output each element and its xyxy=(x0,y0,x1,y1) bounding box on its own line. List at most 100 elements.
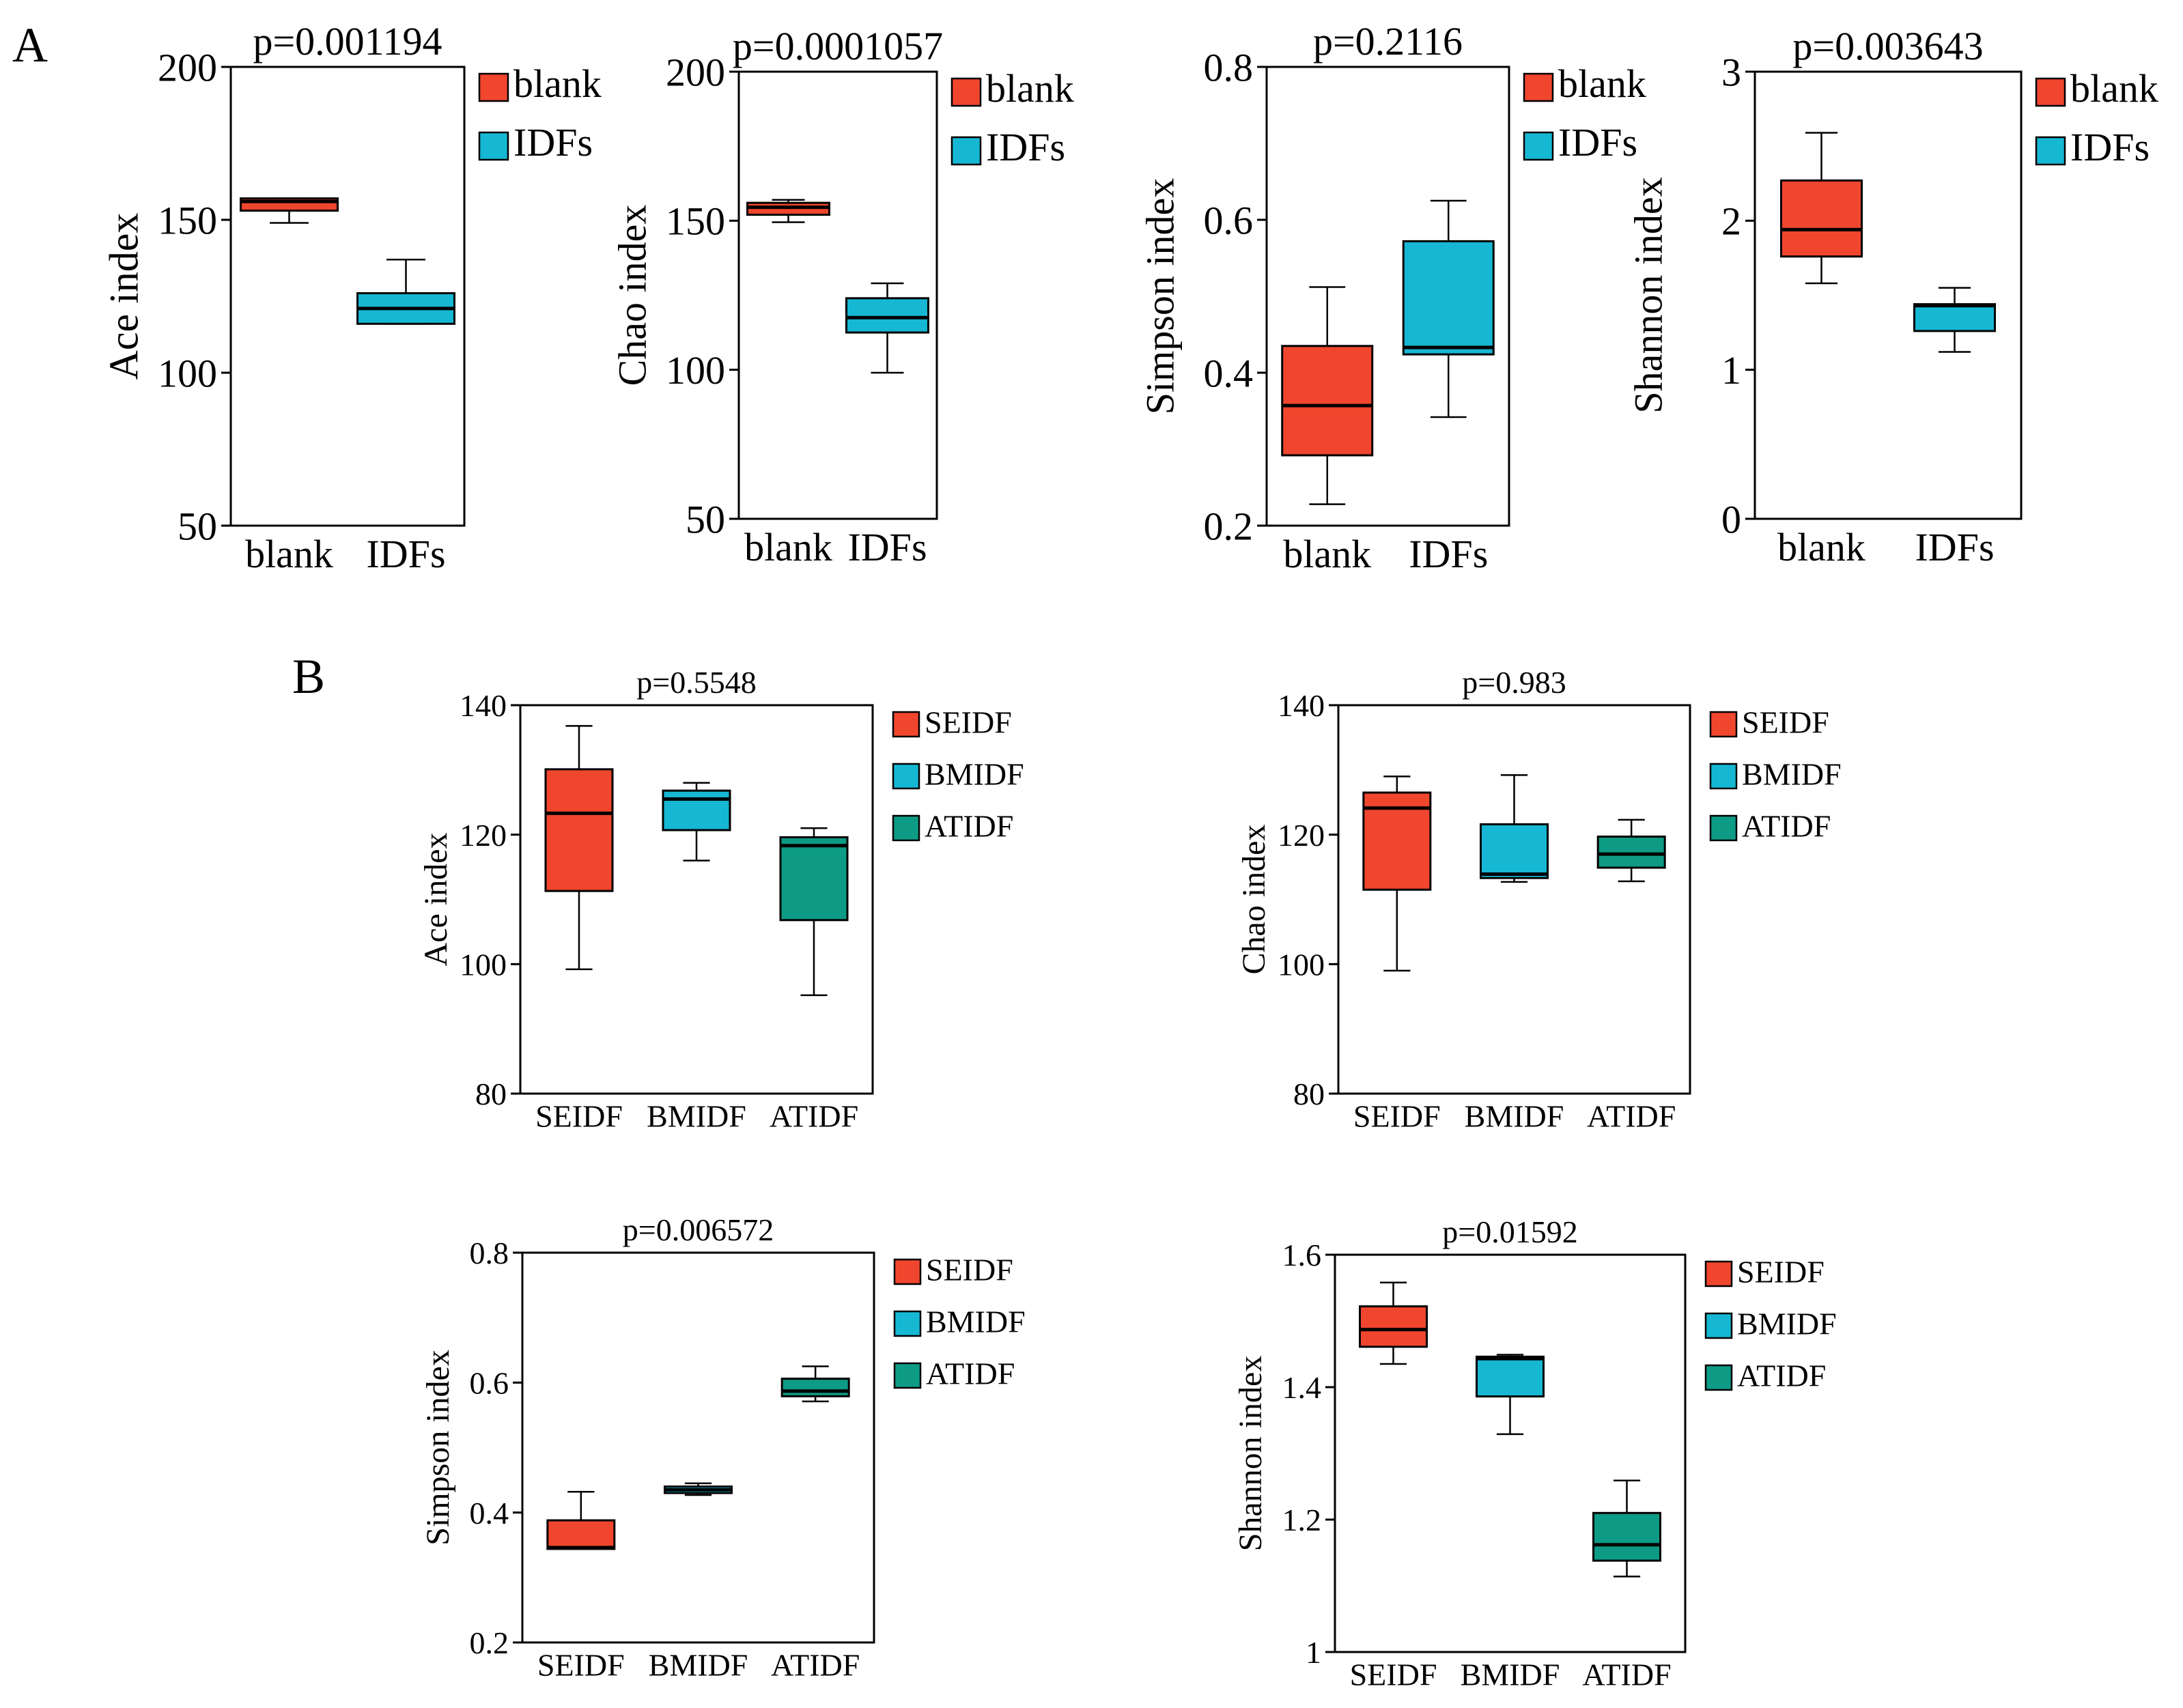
y-tick-label: 50 xyxy=(178,504,217,548)
x-tick-label: ATIDF xyxy=(1582,1657,1671,1692)
panel-label-b: B xyxy=(292,649,325,704)
box-SEIDF xyxy=(1359,1305,1428,1348)
chart-title: p=0.2116 xyxy=(1313,19,1463,63)
y-axis-label: Simpson index xyxy=(1138,178,1183,414)
legend-swatch-blank xyxy=(478,72,509,102)
chart-3: p=0.003643 0 1 2 3 Shannon index blank IDFs blan… xyxy=(1626,24,2158,569)
box-ATIDF xyxy=(1592,1511,1661,1562)
y-tick-label: 0.8 xyxy=(1204,45,1254,89)
plot-frame xyxy=(519,704,874,1095)
plot-frame xyxy=(1265,66,1510,527)
x-tick-label: BMIDF xyxy=(1465,1098,1564,1133)
y-axis-label: Ace index xyxy=(418,833,454,967)
x-tick-label: SEIDF xyxy=(537,1647,625,1682)
legend-label: ATIDF xyxy=(1742,809,1831,844)
y-tick-label: 100 xyxy=(158,351,217,395)
legend-label: blank xyxy=(1558,61,1646,106)
y-axis-label: Shannon index xyxy=(1233,1356,1269,1552)
x-tick-label: blank xyxy=(245,532,333,576)
plot-frame xyxy=(229,66,466,527)
chart-title: p=0.01592 xyxy=(1442,1214,1577,1249)
legend-label: IDFs xyxy=(986,125,1065,169)
legend-label: ATIDF xyxy=(926,1356,1015,1391)
x-tick-label: blank xyxy=(1777,525,1865,569)
panel-label-a: A xyxy=(12,18,48,72)
y-tick-label: 0 xyxy=(1721,497,1741,541)
x-tick-label: IDFs xyxy=(847,525,927,569)
y-tick-label: 120 xyxy=(1278,818,1325,853)
chart-4: p=0.5548 80 100 120 140 Ace index SEIDF BMIDF AT… xyxy=(418,665,1024,1133)
chart-7: p=0.01592 1 1.2 1.4 1.6 Shannon index SEIDF BMI… xyxy=(1233,1214,1837,1692)
box-BMIDF xyxy=(1476,1355,1545,1398)
box-BMIDF xyxy=(1480,823,1549,879)
legend-swatch-blank xyxy=(1523,72,1554,102)
box-ATIDF xyxy=(780,1378,850,1397)
box-IDFs xyxy=(845,297,929,334)
y-tick-label: 0.6 xyxy=(1204,198,1254,242)
plot-frame xyxy=(1337,704,1691,1095)
legend-label: IDFs xyxy=(513,120,593,165)
box-SEIDF xyxy=(544,768,614,892)
x-tick-label: blank xyxy=(744,525,832,569)
chart-5: p=0.983 80 100 120 140 Chao index SEIDF BMIDF AT… xyxy=(1236,665,1842,1133)
y-tick-label: 150 xyxy=(158,198,217,242)
plot-frame xyxy=(521,1251,875,1644)
x-tick-label: SEIDF xyxy=(535,1098,623,1133)
legend-swatch-ATIDF xyxy=(1709,814,1738,842)
y-tick-label: 0.2 xyxy=(470,1625,509,1660)
legend-label: blank xyxy=(2070,66,2158,111)
y-tick-label: 100 xyxy=(1278,947,1325,982)
legend-label: BMIDF xyxy=(925,757,1024,792)
legend-label: SEIDF xyxy=(926,1253,1013,1287)
chart-2: p=0.2116 0.2 0.4 0.6 0.8 Simpson index blank ID… xyxy=(1138,19,1646,576)
x-tick-label: ATIDF xyxy=(770,1098,858,1133)
y-tick-label: 80 xyxy=(1293,1077,1325,1111)
legend-label: BMIDF xyxy=(1737,1307,1837,1341)
legend-swatch-SEIDF xyxy=(893,1258,922,1285)
chart-title: p=0.006572 xyxy=(623,1212,774,1247)
y-tick-label: 0.4 xyxy=(470,1496,509,1531)
x-tick-label: BMIDF xyxy=(1461,1657,1560,1692)
y-tick-label: 0.6 xyxy=(470,1365,509,1400)
legend-swatch-SEIDF xyxy=(1709,711,1738,738)
legend-swatch-BMIDF xyxy=(892,763,920,790)
legend-swatch-IDFs xyxy=(2035,136,2066,166)
x-tick-label: BMIDF xyxy=(649,1647,748,1682)
y-tick-label: 2 xyxy=(1721,199,1741,244)
x-tick-label: ATIDF xyxy=(1587,1098,1676,1133)
y-tick-label: 100 xyxy=(460,947,507,982)
y-tick-label: 1 xyxy=(1721,348,1741,393)
y-axis-label: Shannon index xyxy=(1626,177,1671,413)
y-tick-label: 50 xyxy=(686,497,725,541)
y-tick-label: 200 xyxy=(158,45,217,89)
y-tick-label: 200 xyxy=(666,50,725,94)
chart-6: p=0.006572 0.2 0.4 0.6 0.8 Simpson index SEIDF… xyxy=(420,1212,1026,1682)
x-tick-label: IDFs xyxy=(366,532,445,576)
legend-swatch-BMIDF xyxy=(1704,1312,1733,1339)
box-blank xyxy=(1281,345,1374,457)
legend-swatch-SEIDF xyxy=(892,711,920,738)
x-tick-label: SEIDF xyxy=(1353,1098,1441,1133)
y-tick-label: 1 xyxy=(1306,1635,1321,1670)
legend-label: ATIDF xyxy=(925,809,1013,844)
legend-label: SEIDF xyxy=(925,705,1012,740)
legend-swatch-BMIDF xyxy=(893,1310,922,1337)
y-tick-label: 140 xyxy=(1278,688,1325,723)
box-BMIDF xyxy=(662,789,731,831)
y-axis-label: Simpson index xyxy=(420,1350,456,1546)
y-tick-label: 0.8 xyxy=(470,1236,509,1270)
box-IDFs xyxy=(1402,240,1495,356)
legend-swatch-BMIDF xyxy=(1709,763,1738,790)
y-axis-label: Chao index xyxy=(1236,825,1272,975)
legend-label: SEIDF xyxy=(1742,705,1829,740)
box-IDFs xyxy=(1913,303,1996,332)
legend-label: BMIDF xyxy=(1742,757,1842,792)
y-tick-label: 1.2 xyxy=(1282,1503,1322,1537)
legend-swatch-IDFs xyxy=(950,136,982,166)
x-tick-label: SEIDF xyxy=(1350,1657,1437,1692)
y-tick-label: 1.6 xyxy=(1282,1238,1322,1272)
legend-label: BMIDF xyxy=(926,1305,1026,1339)
y-tick-label: 140 xyxy=(460,688,507,723)
